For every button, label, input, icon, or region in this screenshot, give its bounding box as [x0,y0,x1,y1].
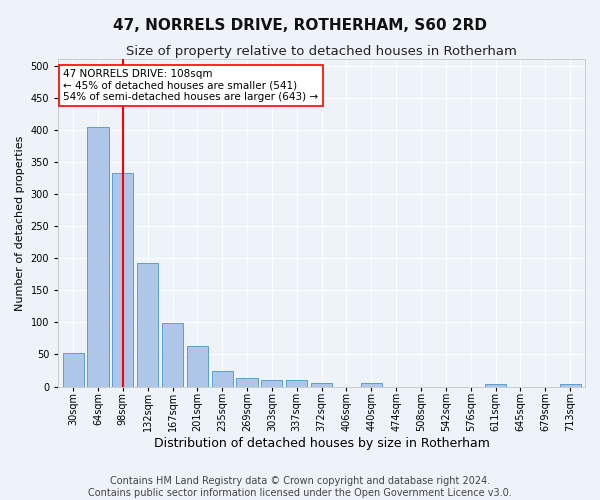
Bar [311,382,332,386]
Bar [286,380,307,386]
Bar [485,384,506,386]
Text: 47, NORRELS DRIVE, ROTHERHAM, S60 2RD: 47, NORRELS DRIVE, ROTHERHAM, S60 2RD [113,18,487,32]
Bar [361,384,382,386]
Y-axis label: Number of detached properties: Number of detached properties [15,135,25,310]
Bar [88,126,109,386]
Bar [187,346,208,387]
Bar [560,384,581,386]
Text: Contains HM Land Registry data © Crown copyright and database right 2024.
Contai: Contains HM Land Registry data © Crown c… [88,476,512,498]
Bar [162,323,183,386]
Bar [236,378,257,386]
Bar [137,264,158,386]
Bar [62,353,83,386]
Bar [112,174,133,386]
Bar [262,380,283,386]
X-axis label: Distribution of detached houses by size in Rotherham: Distribution of detached houses by size … [154,437,490,450]
Text: 47 NORRELS DRIVE: 108sqm
← 45% of detached houses are smaller (541)
54% of semi-: 47 NORRELS DRIVE: 108sqm ← 45% of detach… [64,69,319,102]
Bar [212,371,233,386]
Title: Size of property relative to detached houses in Rotherham: Size of property relative to detached ho… [126,45,517,58]
